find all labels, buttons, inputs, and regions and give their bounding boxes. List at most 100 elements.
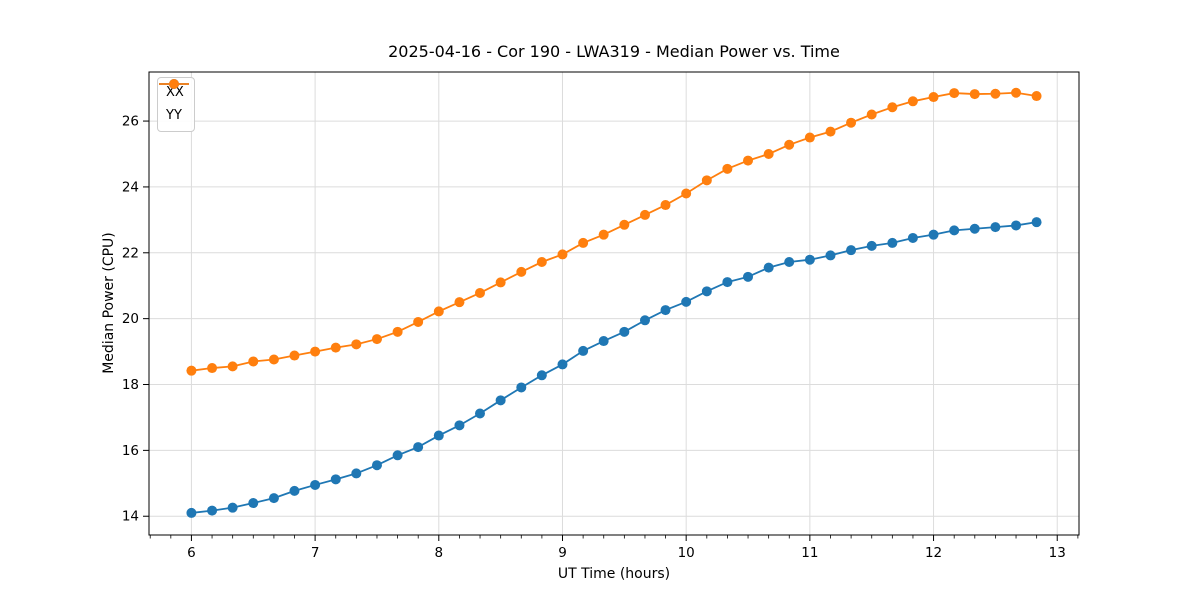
legend: XX YY [157,77,195,132]
data-point-marker [619,326,630,337]
data-point-marker [186,507,197,518]
data-point-marker [351,468,362,479]
data-point-marker [310,346,321,357]
data-point-marker [784,139,795,150]
x-tick-label: 13 [1049,545,1066,561]
data-point-marker [227,502,238,513]
data-point-marker [743,155,754,166]
data-point-marker [639,209,650,220]
data-point-marker [433,306,444,317]
legend-label-yy: YY [166,108,182,123]
data-point-marker [763,262,774,273]
data-point-marker [371,334,382,345]
series-XX-line [191,221,1037,514]
x-tick-label: 6 [187,545,196,561]
series-YY-line [191,91,1037,372]
data-point-marker [454,297,465,308]
data-point-marker [248,356,259,367]
data-point-marker [516,382,527,393]
data-point-marker [495,277,506,288]
data-point-marker [701,175,712,186]
data-point-marker [289,350,300,361]
x-tick-labels: 6 7 8 9 10 11 12 13 [187,545,1066,561]
data-point-marker [557,359,568,370]
data-point-marker [846,117,857,128]
data-point-marker [1031,217,1042,228]
data-point-marker [495,395,506,406]
data-point-marker [1011,220,1022,231]
x-minor-ticks [149,535,1079,539]
x-tick-label: 12 [925,545,942,561]
data-point-marker [371,460,382,471]
y-tick-label: 20 [122,311,139,327]
data-point-marker [681,188,692,199]
data-point-marker [722,277,733,288]
data-point-marker [660,305,671,316]
x-tick-label: 11 [801,545,818,561]
data-point-marker [887,102,898,113]
data-point-marker [268,354,279,365]
legend-label-xx: XX [166,85,184,100]
x-axis-label: UT Time (hours) [557,566,671,582]
data-point-marker [681,296,692,307]
chart-title: 2025-04-16 - Cor 190 - LWA319 - Median P… [388,42,840,61]
data-point-marker [557,249,568,260]
data-point-marker [763,148,774,159]
data-point-marker [413,316,424,327]
data-point-marker [227,361,238,372]
data-point-marker [248,498,259,509]
data-point-marker [536,257,547,268]
data-point-marker [722,163,733,174]
data-point-marker [928,229,939,240]
data-point-marker [330,474,341,485]
data-point-marker [969,89,980,100]
data-point-marker [207,363,218,374]
y-tick-label: 14 [122,509,139,525]
data-point-marker [268,493,279,504]
data-point-marker [660,200,671,211]
data-point-marker [392,450,403,461]
data-point-marker [536,370,547,381]
y-tick-label: 18 [122,377,139,393]
data-point-marker [207,505,218,516]
data-point-marker [784,257,795,268]
data-point-marker [598,336,609,347]
plot-border [148,71,1080,536]
data-point-marker [413,442,424,453]
data-point-marker [619,219,630,230]
y-axis-ticks [143,120,149,517]
data-point-marker [825,126,836,137]
data-point-marker [433,430,444,441]
series-XX [186,217,1042,518]
x-axis-ticks [190,535,1058,541]
data-point-marker [516,266,527,277]
data-point-marker [804,132,815,143]
y-tick-label: 26 [122,114,139,130]
data-point-marker [846,245,857,256]
x-tick-label: 7 [311,545,320,561]
data-point-marker [907,232,918,243]
x-tick-label: 10 [678,545,695,561]
data-point-marker [804,254,815,265]
data-point-marker [639,315,650,326]
series-YY [186,87,1042,376]
data-point-marker [1031,91,1042,102]
data-point-marker [825,250,836,261]
data-point-marker [907,96,918,107]
data-point-marker [330,342,341,353]
data-point-marker [949,88,960,99]
x-tick-label: 8 [435,545,444,561]
data-point-marker [743,271,754,282]
data-point-marker [186,365,197,376]
y-tick-label: 16 [122,443,139,459]
data-point-marker [454,420,465,431]
x-tick-label: 9 [558,545,567,561]
data-point-marker [928,92,939,103]
data-point-marker [990,88,1001,99]
data-point-marker [578,345,589,356]
data-point-marker [866,109,877,120]
data-point-marker [887,237,898,248]
y-tick-label: 24 [122,179,139,195]
